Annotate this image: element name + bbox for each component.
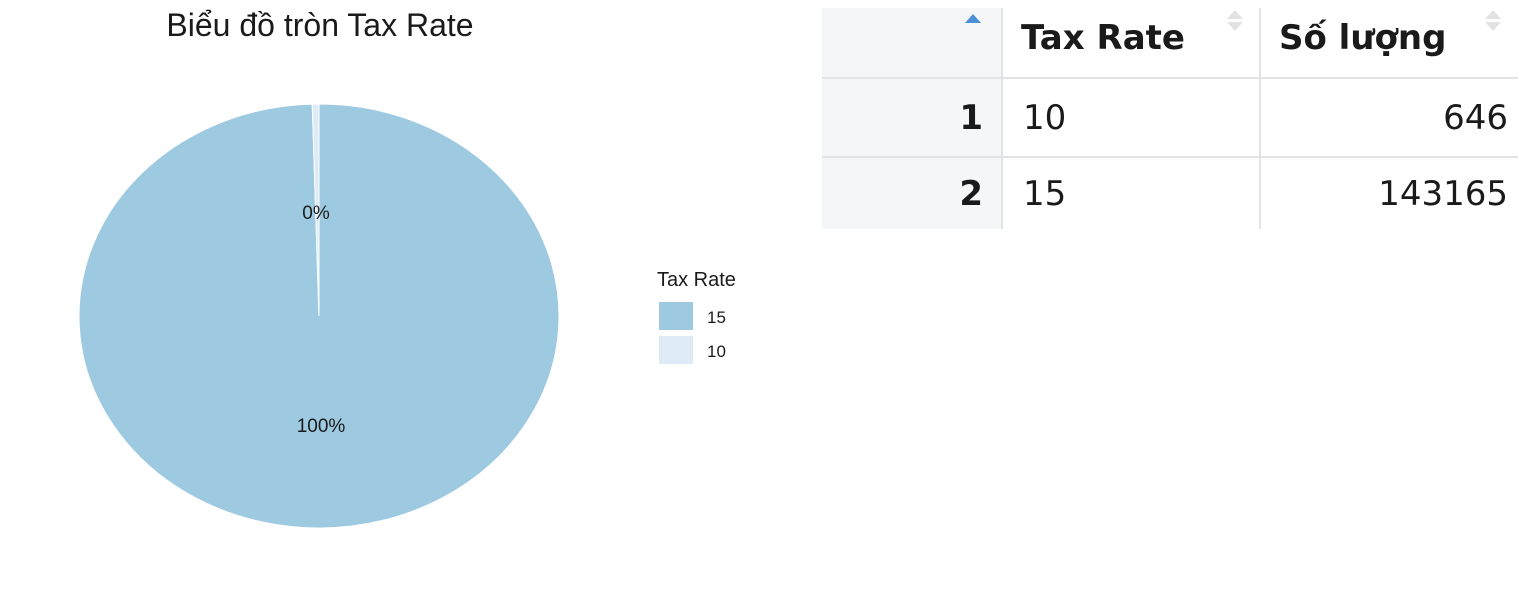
pie-slices — [78, 103, 560, 529]
legend-key-10 — [659, 336, 693, 364]
row-index: 1 — [822, 78, 1003, 158]
legend-key-15 — [659, 302, 693, 330]
pie-chart: Biểu đồ tròn Tax Rate 100% 0% Tax Rate 15… — [78, 7, 736, 529]
legend-label-10: 10 — [707, 342, 726, 361]
pie-labels: 100% 0% — [297, 203, 346, 437]
column-header-tax-rate[interactable]: Tax Rate — [1002, 8, 1261, 79]
column-header-label: Tax Rate — [1021, 18, 1185, 58]
chart-title: Biểu đồ tròn Tax Rate — [166, 7, 473, 43]
pie-slice-10 — [311, 103, 320, 317]
sort-down-icon[interactable] — [1227, 22, 1243, 31]
pie-label-100: 100% — [297, 416, 346, 437]
pie-label-0: 0% — [302, 203, 330, 224]
table-header-row: Tax Rate Số lượng — [822, 8, 1518, 79]
column-header-so-luong[interactable]: Số lượng — [1260, 8, 1518, 79]
legend-label-15: 15 — [707, 308, 726, 327]
sort-ascending-active-icon[interactable] — [965, 14, 981, 23]
sort-up-icon[interactable] — [1485, 10, 1501, 19]
table-row: 1 10 646 — [822, 78, 1518, 158]
cell-tax-rate: 15 — [1002, 157, 1261, 229]
legend: Tax Rate 15 10 — [657, 269, 736, 364]
column-header-index[interactable] — [822, 8, 1003, 79]
data-table: Tax Rate Số lượng 1 10 646 2 15 143165 — [822, 8, 1518, 229]
sort-up-icon[interactable] — [1227, 10, 1243, 19]
table-row: 2 15 143165 — [822, 157, 1518, 229]
legend-title: Tax Rate — [657, 269, 736, 291]
row-index: 2 — [822, 157, 1003, 229]
cell-so-luong: 143165 — [1378, 173, 1508, 214]
column-header-label: Số lượng — [1279, 18, 1447, 58]
cell-tax-rate: 10 — [1002, 78, 1261, 158]
sort-down-icon[interactable] — [1485, 22, 1501, 31]
cell-so-luong: 646 — [1260, 78, 1518, 158]
